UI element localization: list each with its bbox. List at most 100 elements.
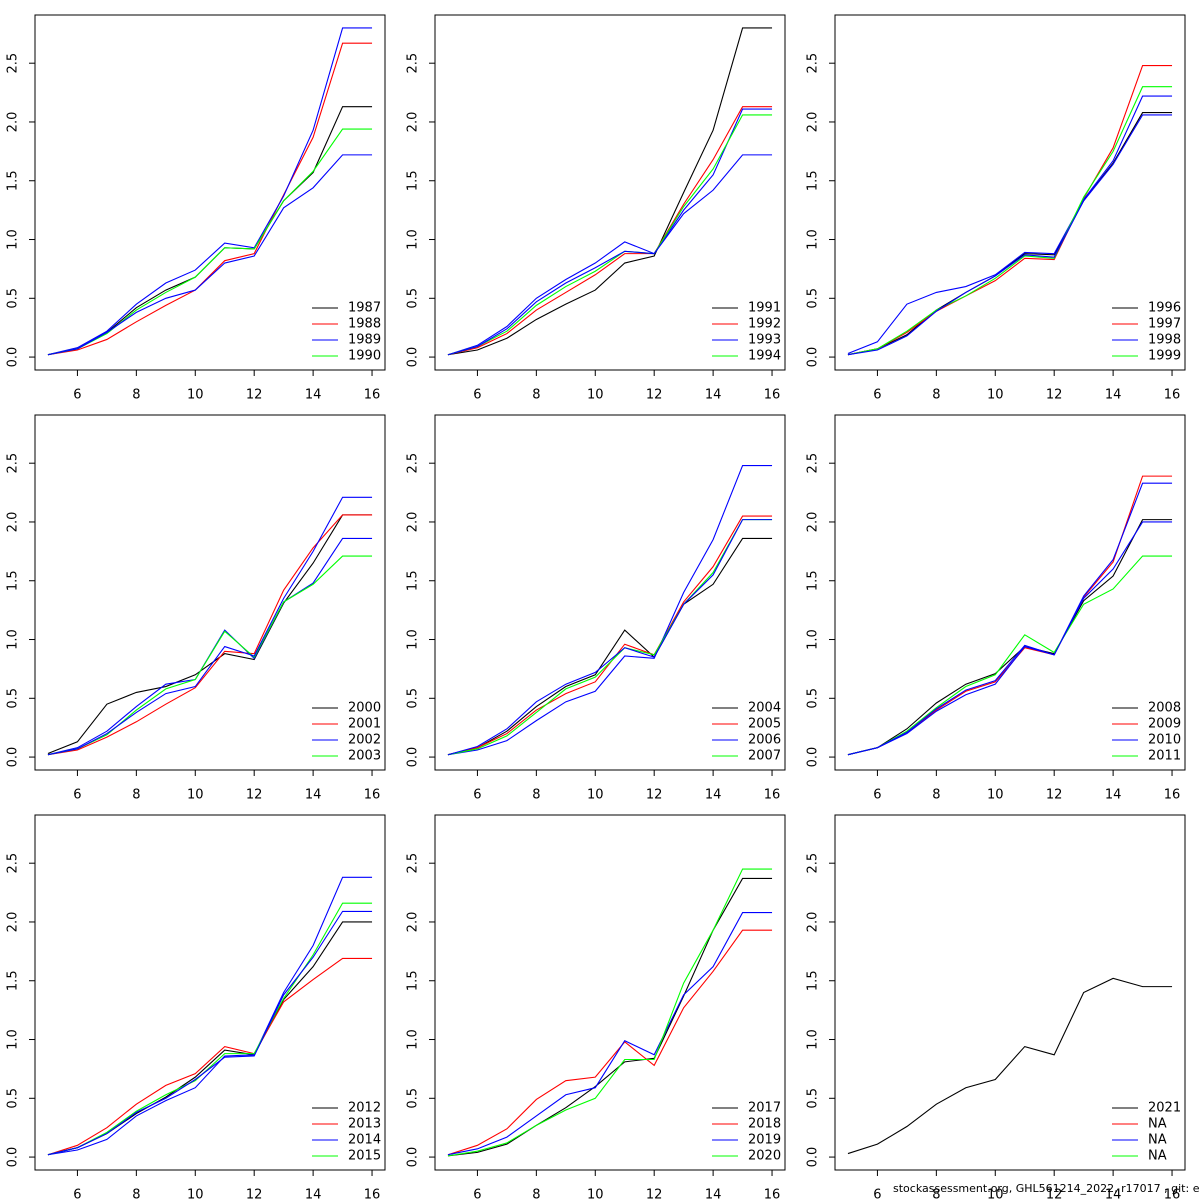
panel: 6 8 10 12 14 16 0.0 0.5 1.0 1.5 2.0 2.5 200820092010… xyxy=(806,414,1186,803)
panel: 6 8 10 12 14 16 0.0 0.5 1.0 1.5 2.0 2.5 198719881989… xyxy=(6,14,386,403)
x-tick-label: 12 xyxy=(246,388,263,403)
legend-label: 2018 xyxy=(748,1117,781,1132)
y-tick-label: 0.5 xyxy=(806,1088,821,1109)
series-line xyxy=(447,868,773,1157)
y-tick-label: 2.5 xyxy=(806,53,821,74)
x-tick-label: 12 xyxy=(646,388,663,403)
y-tick-label: 1.5 xyxy=(6,570,21,591)
y-tick-label: 0.0 xyxy=(6,1147,21,1168)
y-tick-label: 1.5 xyxy=(806,570,821,591)
y-tick-label: 1.5 xyxy=(6,970,21,991)
series-line xyxy=(47,128,373,356)
series-line xyxy=(447,465,773,756)
x-tick-label: 14 xyxy=(705,788,722,803)
legend-label: 2008 xyxy=(1148,701,1181,716)
series-line xyxy=(47,42,373,356)
x-tick-label: 14 xyxy=(305,1188,322,1200)
x-tick-label: 10 xyxy=(187,388,204,403)
y-tick-label: 0.0 xyxy=(6,747,21,768)
series-line xyxy=(847,95,1173,355)
series-line xyxy=(847,977,1173,1155)
series-line xyxy=(47,27,373,356)
series-line xyxy=(847,475,1173,756)
legend-label: 2011 xyxy=(1148,749,1181,764)
x-tick-label: 16 xyxy=(1164,388,1181,403)
series-line xyxy=(47,957,373,1156)
legend-label: 1997 xyxy=(1148,317,1181,332)
x-tick-label: 16 xyxy=(764,388,781,403)
series-line xyxy=(47,496,373,756)
y-tick-label: 1.5 xyxy=(406,570,421,591)
legend-label: 2003 xyxy=(348,749,381,764)
x-tick-label: 14 xyxy=(705,1188,722,1200)
x-tick-label: 12 xyxy=(646,788,663,803)
x-tick-label: 6 xyxy=(73,388,81,403)
plot-frame xyxy=(34,414,386,771)
y-tick-label: 2.0 xyxy=(806,112,821,133)
legend-label: 2007 xyxy=(748,749,781,764)
series-line xyxy=(847,65,1173,356)
x-tick-label: 8 xyxy=(932,1188,940,1200)
legend-label: 1987 xyxy=(348,301,381,316)
x-tick-label: 16 xyxy=(364,788,381,803)
y-tick-label: 1.0 xyxy=(406,629,421,650)
x-tick-label: 10 xyxy=(187,1188,204,1200)
legend-label: 2004 xyxy=(748,701,781,716)
panel: 6 8 10 12 14 16 0.0 0.5 1.0 1.5 2.0 2.5 201220132014… xyxy=(6,814,386,1200)
legend-label: NA xyxy=(1148,1117,1167,1132)
x-tick-label: 8 xyxy=(532,388,540,403)
y-tick-label: 0.0 xyxy=(806,1147,821,1168)
x-tick-label: 6 xyxy=(873,388,881,403)
legend-label: 1993 xyxy=(748,333,781,348)
x-tick-label: 12 xyxy=(1046,788,1063,803)
series-line xyxy=(47,154,373,356)
legend-label: 2015 xyxy=(348,1149,381,1164)
x-tick-label: 6 xyxy=(473,1188,481,1200)
legend-label: 2020 xyxy=(748,1149,781,1164)
series-line xyxy=(847,112,1173,356)
y-tick-label: 1.5 xyxy=(406,970,421,991)
x-tick-label: 10 xyxy=(587,388,604,403)
x-tick-label: 12 xyxy=(1046,1188,1063,1200)
y-tick-label: 1.0 xyxy=(6,629,21,650)
footer: stockassessment.org, GHL561214_2022, r17… xyxy=(893,1182,1200,1195)
series-line xyxy=(47,537,373,756)
plot-frame xyxy=(434,414,786,771)
x-tick-label: 6 xyxy=(473,388,481,403)
x-tick-label: 8 xyxy=(132,1188,140,1200)
series-line xyxy=(447,108,773,356)
series-line xyxy=(447,929,773,1156)
panel: 6 8 10 12 14 16 0.0 0.5 1.0 1.5 2.0 2.5 201720182019… xyxy=(406,814,786,1200)
y-tick-label: 1.0 xyxy=(406,1029,421,1050)
x-tick-label: 16 xyxy=(1164,1188,1181,1200)
series-line xyxy=(447,519,773,756)
x-tick-label: 14 xyxy=(305,788,322,803)
x-tick-label: 10 xyxy=(187,788,204,803)
series-line xyxy=(447,519,773,756)
series-line xyxy=(447,27,773,356)
x-tick-label: 14 xyxy=(1105,1188,1122,1200)
y-tick-label: 0.5 xyxy=(406,288,421,309)
y-tick-label: 2.5 xyxy=(806,853,821,874)
series-line xyxy=(47,514,373,756)
series-line xyxy=(847,521,1173,756)
legend-label: 2000 xyxy=(348,701,381,716)
legend-label: 1989 xyxy=(348,333,381,348)
y-tick-label: 2.0 xyxy=(406,512,421,533)
y-tick-label: 0.0 xyxy=(406,347,421,368)
y-tick-label: 2.0 xyxy=(406,912,421,933)
legend-label: 2014 xyxy=(348,1133,381,1148)
legend-label: 2005 xyxy=(748,717,781,732)
series-line xyxy=(47,921,373,1156)
series-line xyxy=(47,910,373,1156)
y-tick-label: 1.0 xyxy=(406,229,421,250)
legend-label: 2013 xyxy=(348,1117,381,1132)
x-tick-label: 10 xyxy=(587,788,604,803)
series-line xyxy=(847,86,1173,356)
legend-label: 1991 xyxy=(748,301,781,316)
x-tick-label: 8 xyxy=(132,788,140,803)
panel: 6 8 10 12 14 16 0.0 0.5 1.0 1.5 2.0 2.5 199619971998… xyxy=(806,14,1186,403)
